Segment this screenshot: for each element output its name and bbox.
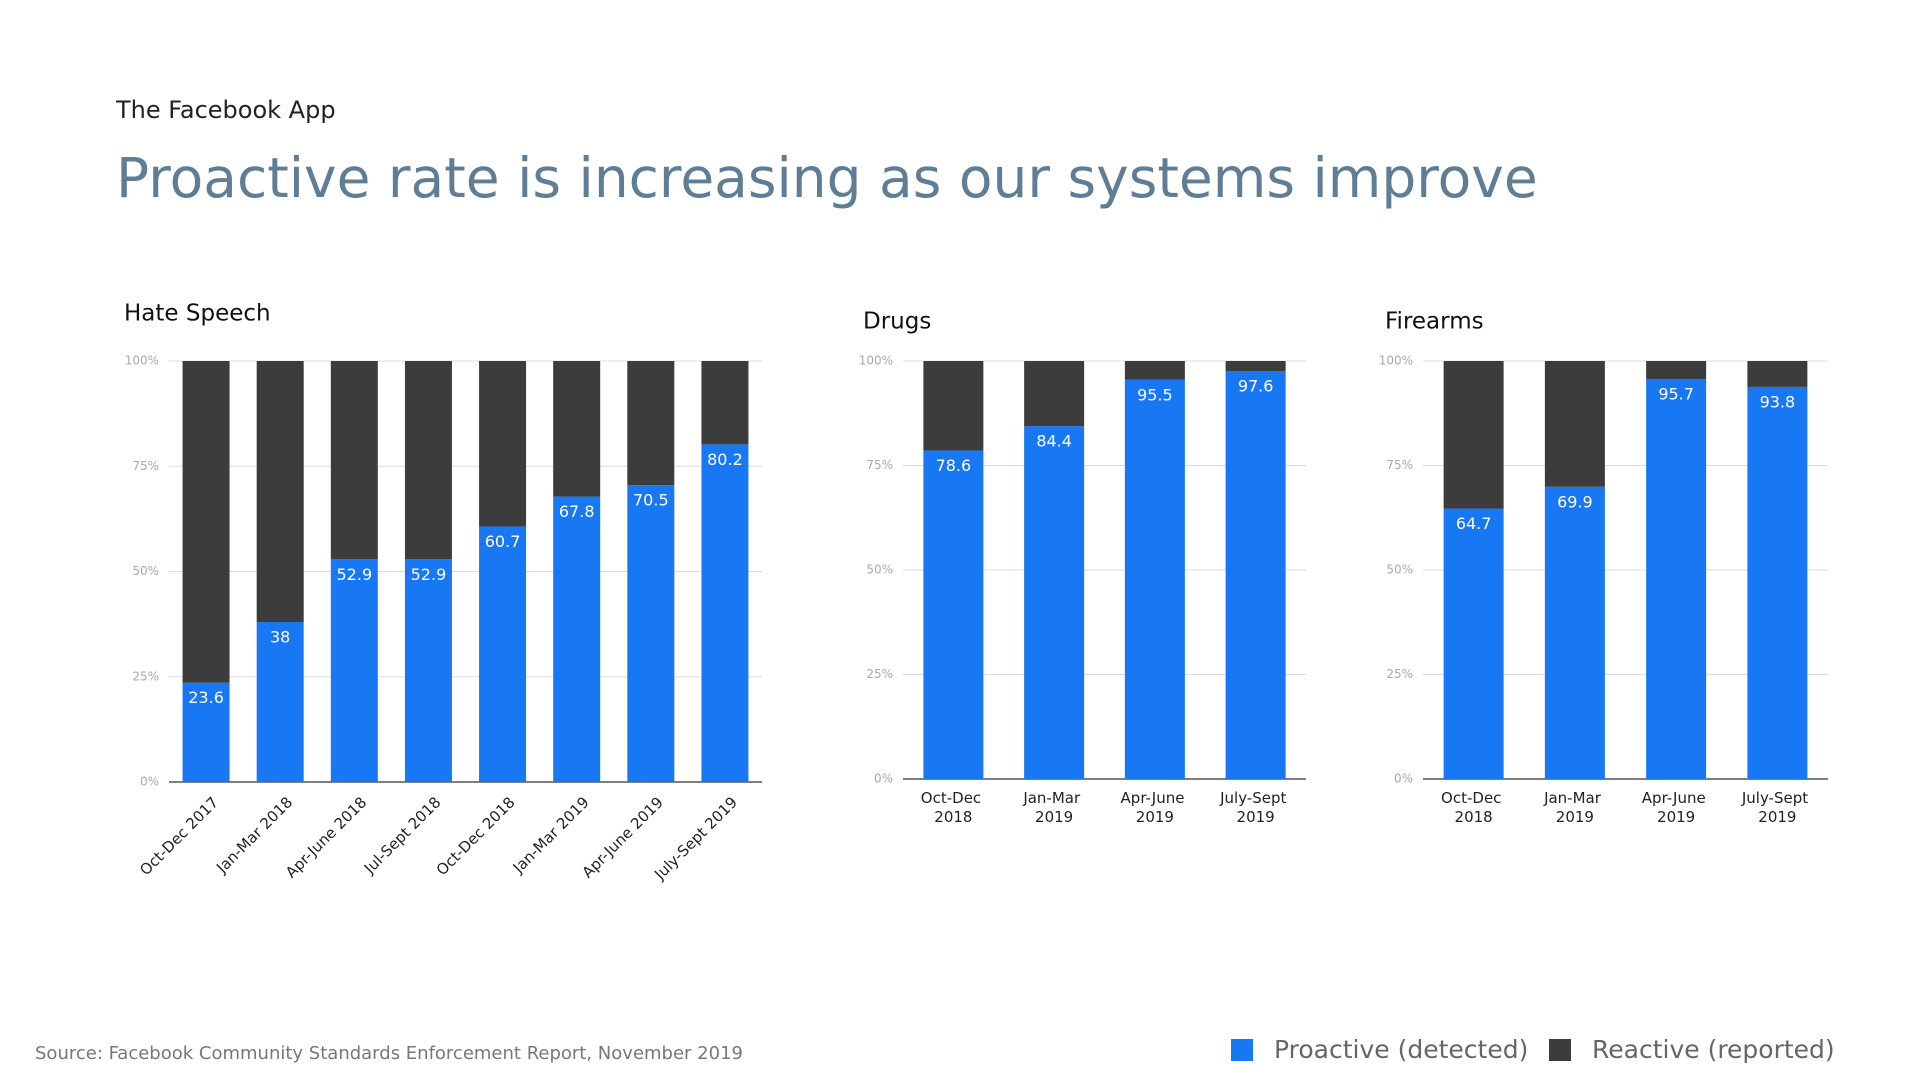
- bar-segment: [1646, 378, 1707, 779]
- bar-segment: [256, 622, 304, 782]
- x-tick-label: Oct-Dec 2018: [433, 793, 519, 879]
- bar-segment: [330, 559, 378, 782]
- y-tick-label: 0%: [1394, 772, 1413, 786]
- x-tick-label: Jul-Sept 2018: [360, 793, 445, 878]
- y-tick-label: 100%: [125, 354, 159, 368]
- data-label: 23.6: [188, 688, 224, 707]
- legend-swatch: [1549, 1039, 1571, 1061]
- y-tick-label: 0%: [140, 775, 159, 789]
- data-label: 95.7: [1658, 384, 1694, 403]
- bar-segment: [404, 559, 452, 782]
- x-tick-label: Oct-Dec 2018: [1441, 789, 1506, 826]
- bar-segment: [1443, 508, 1504, 779]
- bar-segment: [553, 496, 601, 782]
- chart-title: Hate Speech: [124, 301, 271, 327]
- x-tick-label: Apr-June 2019: [1642, 789, 1711, 826]
- y-tick-label: 50%: [132, 564, 159, 578]
- x-tick-label: Oct-Dec 2018: [921, 789, 986, 826]
- data-label: 38: [270, 628, 290, 647]
- legend: Proactive (detected) Reactive (reported): [1231, 1035, 1835, 1064]
- bar-segment: [182, 361, 230, 683]
- bar-segment: [1544, 486, 1605, 779]
- x-tick-label: Apr-June 2019: [1121, 789, 1190, 826]
- bar-segment: [1024, 426, 1085, 779]
- y-tick-label: 75%: [132, 459, 159, 473]
- data-label: 84.4: [1036, 432, 1072, 451]
- data-label: 93.8: [1760, 392, 1796, 411]
- data-label: 80.2: [707, 450, 743, 469]
- data-label: 52.9: [411, 565, 447, 584]
- legend-label: Reactive (reported): [1592, 1035, 1835, 1064]
- bar-segment: [1646, 361, 1707, 379]
- x-tick-label: Oct-Dec 2017: [136, 793, 222, 879]
- bar-segment: [479, 526, 527, 782]
- source: Source: Facebook Community Standards Enf…: [35, 1043, 743, 1064]
- data-label: 70.5: [633, 491, 669, 510]
- chart-title: Firearms: [1385, 309, 1484, 335]
- bar-segment: [1024, 361, 1085, 427]
- y-tick-label: 100%: [1379, 354, 1413, 368]
- y-tick-label: 50%: [1386, 563, 1413, 577]
- bar-segment: [1747, 386, 1808, 779]
- bar-segment: [553, 361, 601, 497]
- y-tick-label: 100%: [859, 354, 893, 368]
- x-tick-label: July-Sept 2019: [1741, 789, 1813, 826]
- y-tick-label: 25%: [132, 669, 159, 683]
- bar-segment: [404, 361, 452, 560]
- data-label: 60.7: [485, 532, 521, 551]
- y-tick-label: 75%: [1386, 458, 1413, 472]
- bar-segment: [701, 361, 749, 445]
- bar-segment: [1124, 379, 1185, 779]
- bar-segment: [1225, 371, 1286, 779]
- page-title: Proactive rate is increasing as our syst…: [116, 146, 1538, 210]
- x-tick-label: Jan-Mar 2019: [509, 793, 593, 877]
- y-tick-label: 25%: [866, 667, 893, 681]
- data-label: 64.7: [1456, 514, 1492, 533]
- bar-segment: [1124, 361, 1185, 380]
- data-label: 52.9: [337, 565, 373, 584]
- legend-swatch: [1231, 1039, 1253, 1061]
- bar-segment: [923, 450, 984, 779]
- bar-segment: [627, 361, 675, 486]
- bar-segment: [1225, 361, 1286, 372]
- bar-segment: [256, 361, 304, 623]
- data-label: 67.8: [559, 502, 595, 521]
- bar-segment: [1544, 361, 1605, 487]
- data-label: 95.5: [1137, 385, 1173, 404]
- bar-segment: [923, 361, 984, 451]
- data-label: 78.6: [936, 456, 972, 475]
- bar-segment: [330, 361, 378, 560]
- y-tick-label: 0%: [874, 772, 893, 786]
- bar-segment: [182, 682, 230, 782]
- bar-segment: [479, 361, 527, 527]
- bar-segment: [701, 444, 749, 782]
- chart-title: Drugs: [863, 309, 931, 335]
- legend-label: Proactive (detected): [1274, 1035, 1528, 1064]
- y-tick-label: 75%: [866, 458, 893, 472]
- data-label: 69.9: [1557, 492, 1593, 511]
- x-tick-label: Jan-Mar 2019: [1543, 789, 1606, 826]
- subtitle: The Facebook App: [115, 96, 336, 124]
- x-tick-label: July-Sept 2019: [1219, 789, 1291, 826]
- y-tick-label: 50%: [866, 563, 893, 577]
- data-label: 97.6: [1238, 377, 1274, 396]
- y-tick-label: 25%: [1386, 667, 1413, 681]
- bar-segment: [1747, 361, 1808, 387]
- bar-segment: [627, 485, 675, 782]
- bar-segment: [1443, 361, 1504, 509]
- x-tick-label: Jan-Mar 2019: [1022, 789, 1085, 826]
- x-tick-label: Jan-Mar 2018: [212, 793, 296, 877]
